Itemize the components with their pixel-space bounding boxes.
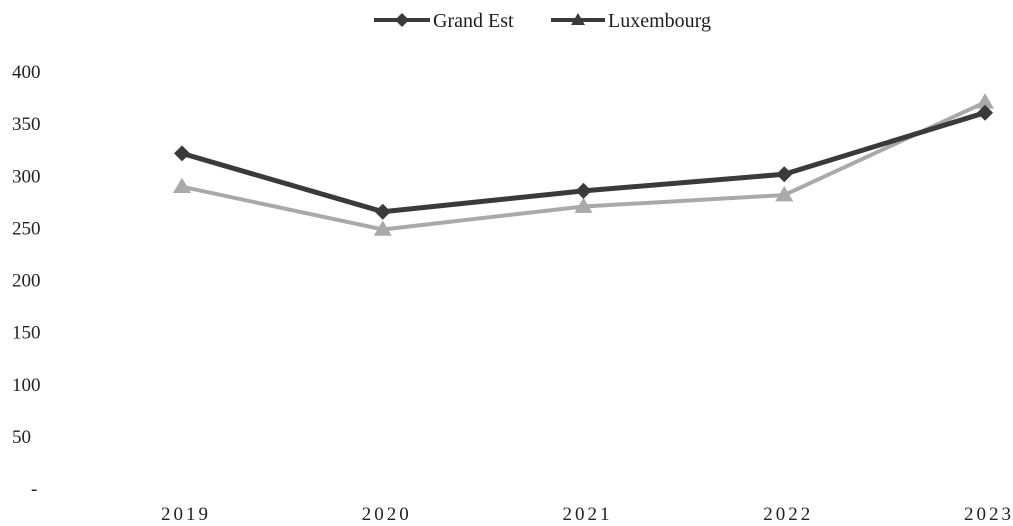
- data-point-marker: [776, 166, 793, 183]
- legend-label-grand-est: Grand Est: [433, 10, 514, 32]
- legend-triangle-marker-icon: [571, 13, 585, 25]
- y-tick-label: -: [31, 479, 37, 500]
- y-tick-label: 100: [12, 375, 41, 396]
- legend-label-luxembourg: Luxembourg: [608, 10, 711, 32]
- data-point-marker: [373, 220, 392, 236]
- y-tick-label: 150: [12, 323, 41, 344]
- legend-item-grand-est: Grand Est: [374, 10, 514, 32]
- data-point-marker: [374, 203, 391, 220]
- chart-legend: Grand Est Luxembourg: [374, 10, 711, 32]
- series-grand-est: [174, 104, 993, 220]
- y-tick-label: 300: [12, 166, 41, 187]
- x-tick-label: 2020: [362, 504, 412, 525]
- y-tick-label: 250: [12, 218, 41, 239]
- y-tick-label: 350: [12, 114, 41, 135]
- data-point-marker: [977, 104, 993, 121]
- data-point-marker: [174, 145, 190, 162]
- y-tick-label: 200: [12, 271, 41, 292]
- legend-item-luxembourg: Luxembourg: [551, 10, 711, 32]
- data-point-marker: [173, 177, 191, 194]
- data-point-marker: [575, 182, 592, 199]
- data-point-marker: [775, 186, 794, 202]
- data-point-marker: [574, 197, 593, 213]
- data-point-marker: [976, 93, 994, 109]
- legend-diamond-marker-icon: [395, 13, 409, 27]
- y-tick-label: 50: [12, 427, 31, 448]
- y-tick-label: 400: [12, 62, 41, 83]
- x-axis: 2019 2020 2021 2022 2023: [161, 504, 1013, 525]
- series-luxembourg: [173, 93, 994, 236]
- x-tick-label: 2021: [563, 504, 613, 525]
- plot-area: [173, 93, 994, 236]
- x-tick-label: 2022: [763, 504, 813, 525]
- x-tick-label: 2019: [161, 504, 211, 525]
- x-tick-label: 2023: [964, 504, 1013, 525]
- y-axis: - 50 100 150 200 250 300 350 400: [12, 62, 41, 500]
